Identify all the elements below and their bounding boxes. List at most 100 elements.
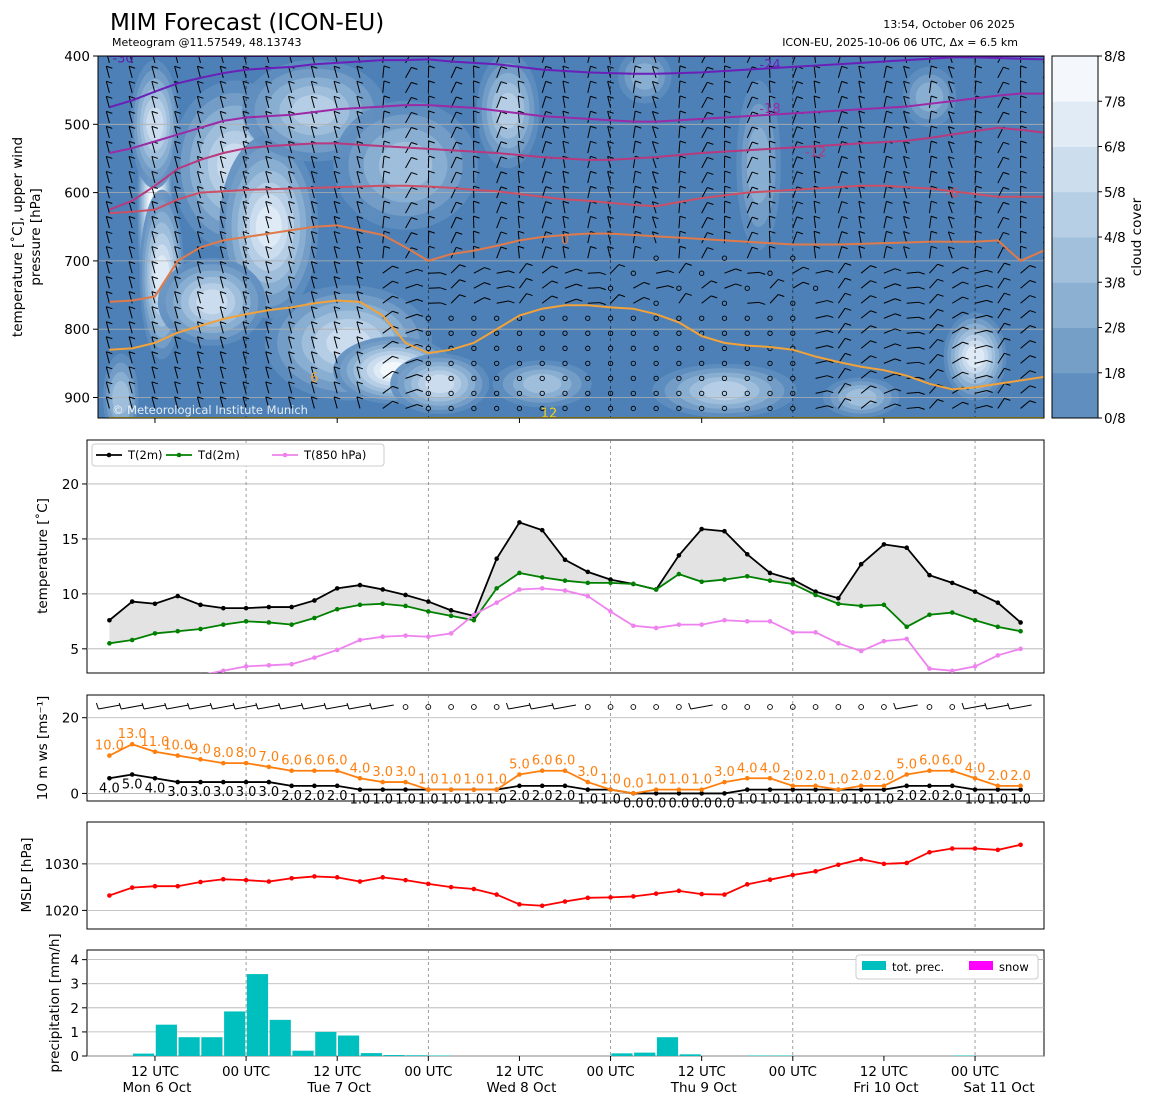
barb-staff: [607, 246, 612, 259]
barb-flag: [197, 170, 204, 174]
barb-flag: [679, 125, 687, 129]
series-point: [927, 612, 932, 618]
data-label: 3.0: [213, 785, 234, 800]
calm-marker: [835, 704, 842, 710]
barb-staff: [288, 321, 293, 334]
barb-flag: [220, 336, 227, 340]
barb-flag: [128, 366, 136, 370]
barb-staff: [508, 704, 531, 710]
barb-staff: [541, 280, 553, 289]
calm-marker: [812, 285, 819, 291]
calm-marker: [676, 330, 682, 336]
barb-staff: [265, 96, 270, 109]
barb-flag: [151, 65, 159, 69]
barb-staff: [196, 216, 202, 229]
barb-staff: [310, 81, 315, 94]
calm-marker: [585, 360, 591, 367]
barb-staff: [128, 306, 133, 319]
barb-flag: [870, 400, 877, 404]
barb-flag: [197, 336, 204, 340]
barb-staff: [952, 266, 963, 274]
barb-staff: [562, 201, 566, 214]
series-point: [927, 768, 932, 774]
barb-flag: [356, 155, 364, 159]
barb-flag: [164, 702, 168, 710]
barb-staff: [974, 344, 987, 349]
barb-staff: [929, 324, 938, 334]
barb-flag: [735, 283, 742, 287]
barb-flag: [174, 140, 181, 144]
calm-marker: [494, 360, 500, 367]
barb-flag: [652, 231, 659, 235]
barb-staff: [974, 201, 977, 214]
data-label: 0.0: [714, 796, 735, 811]
data-label: 1.0: [395, 793, 416, 808]
series-point: [858, 856, 864, 862]
barb-flag: [551, 295, 558, 299]
barb-staff: [405, 358, 418, 364]
barb-staff: [928, 126, 932, 139]
barb-flag: [416, 358, 424, 362]
barb-flag: [311, 396, 318, 400]
upper-air-ylabel-line1: temperature [˚C], upper wind: [9, 137, 26, 337]
colorbar-swatch: [1052, 191, 1098, 238]
barb-staff: [813, 201, 817, 214]
barb-staff: [651, 81, 657, 94]
barb-staff: [450, 202, 457, 214]
barb-flag: [1029, 325, 1036, 329]
barb-flag: [333, 155, 341, 159]
barb-flag: [576, 283, 583, 287]
series-point: [927, 572, 932, 578]
series-point: [471, 886, 477, 892]
barb-flag: [428, 230, 435, 234]
barb-flag: [562, 170, 570, 174]
barb-flag: [383, 65, 391, 69]
barb-staff: [928, 156, 932, 169]
barb-flag: [894, 373, 902, 377]
barb-flag: [392, 280, 399, 284]
calm-marker: [789, 704, 796, 710]
colorbar-swatch: [1052, 56, 1098, 102]
barb-staff: [405, 67, 412, 79]
barb-flag: [679, 140, 687, 144]
barb-staff: [105, 336, 110, 349]
x-day-label: Thu 9 Oct: [670, 1080, 737, 1096]
barb-flag: [886, 155, 893, 159]
wind-grid: 020: [62, 695, 1044, 802]
barb-flag: [894, 313, 902, 317]
calm-marker: [425, 405, 431, 412]
barb-flag: [618, 264, 626, 268]
calm-marker: [767, 360, 773, 367]
series-point: [767, 787, 773, 792]
barb-flag: [473, 110, 480, 114]
barb-staff: [541, 156, 547, 169]
barb-flag: [930, 95, 938, 99]
series-point: [289, 622, 294, 627]
barb-flag: [220, 51, 226, 53]
barb-flag: [844, 398, 852, 401]
precip-bar: [338, 1035, 360, 1056]
barb-staff: [219, 366, 224, 379]
barb-flag: [1020, 80, 1027, 84]
barb-flag: [288, 125, 295, 129]
barb-flag: [106, 321, 113, 325]
barb-flag: [428, 245, 435, 249]
barb-flag: [576, 298, 583, 302]
barb-flag: [289, 51, 295, 53]
barb-staff: [562, 96, 566, 108]
barb-staff: [517, 65, 520, 78]
series-point: [927, 783, 932, 789]
barb-flag: [1003, 96, 1010, 100]
barb-staff: [517, 216, 520, 229]
barb-staff: [105, 276, 110, 289]
barb-staff: [768, 140, 771, 154]
barb-flag: [894, 328, 902, 332]
barb-flag: [288, 231, 295, 235]
barb-flag: [411, 126, 418, 130]
barb-staff: [382, 400, 393, 409]
calm-marker: [562, 375, 568, 382]
barb-staff: [517, 141, 520, 154]
series-point: [972, 664, 978, 669]
barb-flag: [937, 293, 944, 297]
barb-staff: [105, 96, 110, 109]
